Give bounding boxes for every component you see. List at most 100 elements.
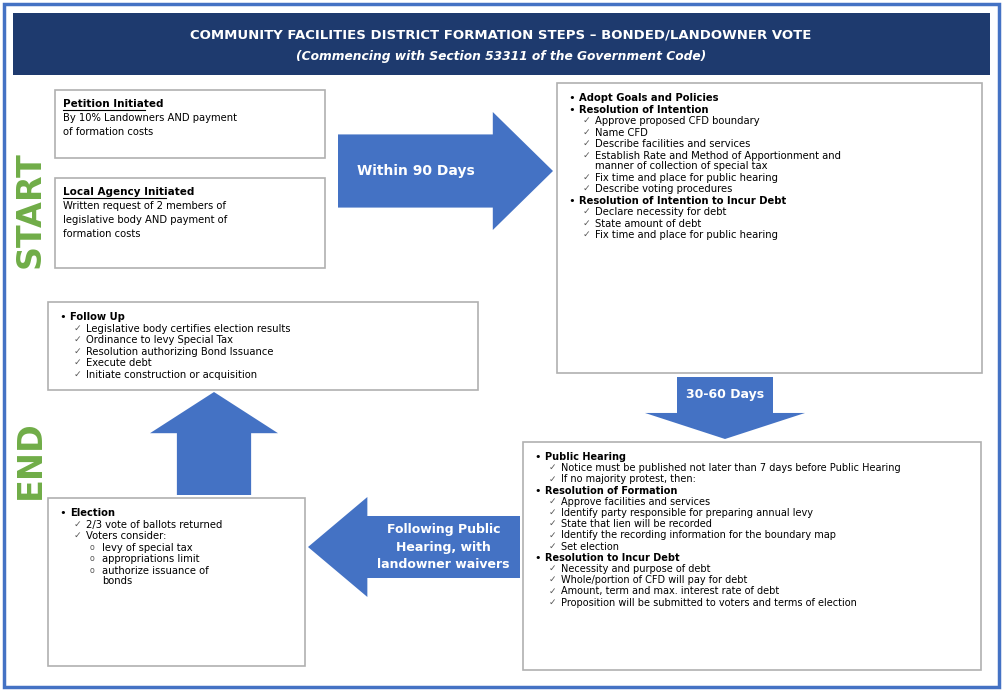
- Text: ✓: ✓: [548, 564, 556, 573]
- Text: •: •: [533, 553, 540, 562]
- Text: Describe facilities and services: Describe facilities and services: [594, 139, 749, 149]
- Text: ✓: ✓: [582, 230, 590, 239]
- Text: Identify the recording information for the boundary map: Identify the recording information for t…: [560, 531, 835, 540]
- Text: ✓: ✓: [582, 184, 590, 193]
- Text: By 10% Landowners AND payment
of formation costs: By 10% Landowners AND payment of formati…: [63, 113, 236, 137]
- Text: State amount of debt: State amount of debt: [594, 219, 700, 229]
- Text: Fix time and place for public hearing: Fix time and place for public hearing: [594, 173, 778, 182]
- Text: Resolution of Formation: Resolution of Formation: [544, 486, 676, 495]
- Text: Ordinance to levy Special Tax: Ordinance to levy Special Tax: [86, 335, 232, 345]
- Text: ✓: ✓: [548, 587, 556, 596]
- Text: Fix time and place for public hearing: Fix time and place for public hearing: [594, 230, 778, 240]
- Text: Approve proposed CFD boundary: Approve proposed CFD boundary: [594, 116, 759, 126]
- Text: Execute debt: Execute debt: [86, 358, 151, 368]
- Text: ✓: ✓: [74, 335, 82, 344]
- FancyBboxPatch shape: [13, 13, 989, 75]
- Text: Name CFD: Name CFD: [594, 128, 647, 138]
- Text: ✓: ✓: [548, 497, 556, 506]
- Text: ✓: ✓: [548, 542, 556, 551]
- Text: •: •: [59, 508, 66, 518]
- Text: authorize issuance of: authorize issuance of: [102, 566, 208, 576]
- Text: Set election: Set election: [560, 542, 618, 551]
- Text: o: o: [90, 542, 94, 551]
- Text: •: •: [567, 93, 574, 103]
- Text: Petition Initiated: Petition Initiated: [63, 99, 163, 109]
- Text: 30-60 Days: 30-60 Days: [685, 388, 764, 401]
- Text: Public Hearing: Public Hearing: [544, 452, 625, 462]
- Text: START: START: [13, 151, 46, 268]
- Text: Resolution of Intention to Incur Debt: Resolution of Intention to Incur Debt: [578, 196, 786, 206]
- Text: ✓: ✓: [74, 358, 82, 367]
- Text: Written request of 2 members of
legislative body AND payment of
formation costs: Written request of 2 members of legislat…: [63, 201, 227, 239]
- Text: o: o: [90, 566, 94, 575]
- Text: manner of collection of special tax: manner of collection of special tax: [594, 161, 767, 171]
- Text: Legislative body certifies election results: Legislative body certifies election resu…: [86, 323, 291, 334]
- Text: ✓: ✓: [548, 531, 556, 540]
- Text: ✓: ✓: [74, 323, 82, 332]
- FancyBboxPatch shape: [556, 83, 981, 373]
- Text: END: END: [13, 421, 46, 500]
- Text: ✓: ✓: [74, 520, 82, 529]
- Text: appropriations limit: appropriations limit: [102, 554, 199, 564]
- FancyBboxPatch shape: [48, 302, 478, 390]
- Text: Resolution authorizing Bond Issuance: Resolution authorizing Bond Issuance: [86, 347, 274, 357]
- Text: •: •: [533, 486, 540, 495]
- Text: Election: Election: [70, 508, 115, 518]
- FancyBboxPatch shape: [55, 90, 325, 158]
- Text: bonds: bonds: [102, 576, 132, 586]
- Text: ✓: ✓: [582, 128, 590, 137]
- Text: Describe voting procedures: Describe voting procedures: [594, 184, 731, 194]
- Text: ✓: ✓: [582, 139, 590, 148]
- Text: Identify party responsible for preparing annual levy: Identify party responsible for preparing…: [560, 508, 813, 518]
- Text: Initiate construction or acquisition: Initiate construction or acquisition: [86, 370, 257, 379]
- Text: ✓: ✓: [582, 207, 590, 216]
- Text: Whole/portion of CFD will pay for debt: Whole/portion of CFD will pay for debt: [560, 575, 746, 585]
- Text: Resolution to Incur Debt: Resolution to Incur Debt: [544, 553, 679, 562]
- Text: ✓: ✓: [548, 463, 556, 472]
- Text: Voters consider:: Voters consider:: [86, 531, 166, 541]
- Text: ✓: ✓: [582, 219, 590, 228]
- Polygon shape: [150, 392, 278, 495]
- Text: levy of special tax: levy of special tax: [102, 542, 192, 553]
- Text: Establish Rate and Method of Apportionment and: Establish Rate and Method of Apportionme…: [594, 151, 840, 160]
- Text: •: •: [533, 452, 540, 462]
- Text: ✓: ✓: [74, 370, 82, 379]
- Text: ✓: ✓: [582, 116, 590, 125]
- Text: (Commencing with Section 53311 of the Government Code): (Commencing with Section 53311 of the Go…: [296, 50, 705, 62]
- Text: Notice must be published not later than 7 days before Public Hearing: Notice must be published not later than …: [560, 463, 900, 473]
- FancyBboxPatch shape: [55, 178, 325, 268]
- Polygon shape: [308, 497, 519, 597]
- Text: Proposition will be submitted to voters and terms of election: Proposition will be submitted to voters …: [560, 598, 856, 607]
- FancyBboxPatch shape: [522, 442, 980, 670]
- Text: ✓: ✓: [582, 173, 590, 182]
- Text: Follow Up: Follow Up: [70, 312, 125, 322]
- Text: Resolution of Intention: Resolution of Intention: [578, 104, 707, 115]
- Text: ✓: ✓: [582, 151, 590, 160]
- Polygon shape: [644, 377, 805, 439]
- Text: ✓: ✓: [548, 575, 556, 584]
- Text: Local Agency Initiated: Local Agency Initiated: [63, 187, 194, 197]
- Text: Necessity and purpose of debt: Necessity and purpose of debt: [560, 564, 709, 574]
- Text: ✓: ✓: [548, 475, 556, 484]
- Text: Within 90 Days: Within 90 Days: [356, 164, 474, 178]
- Text: 2/3 vote of ballots returned: 2/3 vote of ballots returned: [86, 520, 222, 529]
- Polygon shape: [338, 112, 552, 230]
- Text: Approve facilities and services: Approve facilities and services: [560, 497, 709, 507]
- Text: Following Public
Hearing, with
landowner waivers: Following Public Hearing, with landowner…: [377, 524, 509, 571]
- Text: •: •: [567, 196, 574, 206]
- Text: If no majority protest, then:: If no majority protest, then:: [560, 475, 695, 484]
- Text: •: •: [567, 104, 574, 115]
- Text: ✓: ✓: [548, 508, 556, 517]
- Text: ✓: ✓: [548, 519, 556, 528]
- Text: Declare necessity for debt: Declare necessity for debt: [594, 207, 725, 217]
- Text: o: o: [90, 554, 94, 563]
- Text: Amount, term and max. interest rate of debt: Amount, term and max. interest rate of d…: [560, 587, 779, 596]
- FancyBboxPatch shape: [4, 4, 998, 687]
- Text: ✓: ✓: [548, 598, 556, 607]
- Text: •: •: [59, 312, 66, 322]
- Text: ✓: ✓: [74, 347, 82, 356]
- Text: ✓: ✓: [74, 531, 82, 540]
- Text: COMMUNITY FACILITIES DISTRICT FORMATION STEPS – BONDED/LANDOWNER VOTE: COMMUNITY FACILITIES DISTRICT FORMATION …: [190, 28, 811, 41]
- Text: State that lien will be recorded: State that lien will be recorded: [560, 519, 711, 529]
- Text: Adopt Goals and Policies: Adopt Goals and Policies: [578, 93, 717, 103]
